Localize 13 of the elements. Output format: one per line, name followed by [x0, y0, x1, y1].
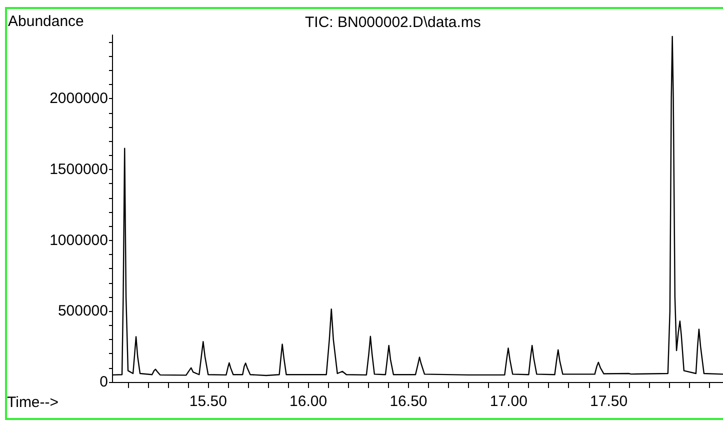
y-tick-label: 0 — [100, 374, 108, 390]
y-tick-label: 500000 — [58, 302, 108, 320]
x-tick-label: 17.00 — [490, 393, 528, 410]
y-axis-title: Abundance — [8, 13, 84, 30]
x-tick-label: 16.00 — [290, 393, 328, 410]
x-tick-label: 15.50 — [189, 393, 227, 410]
x-axis-title: Time--> — [7, 394, 59, 411]
y-tick-label: 2000000 — [50, 90, 108, 108]
chart-title: TIC: BN000002.D\data.ms — [305, 14, 481, 31]
x-tick-label: 17.50 — [590, 393, 628, 410]
y-tick-label: 1500000 — [50, 161, 108, 178]
x-tick-label: 16.50 — [390, 393, 428, 410]
y-tick-label: 1000000 — [50, 232, 108, 249]
